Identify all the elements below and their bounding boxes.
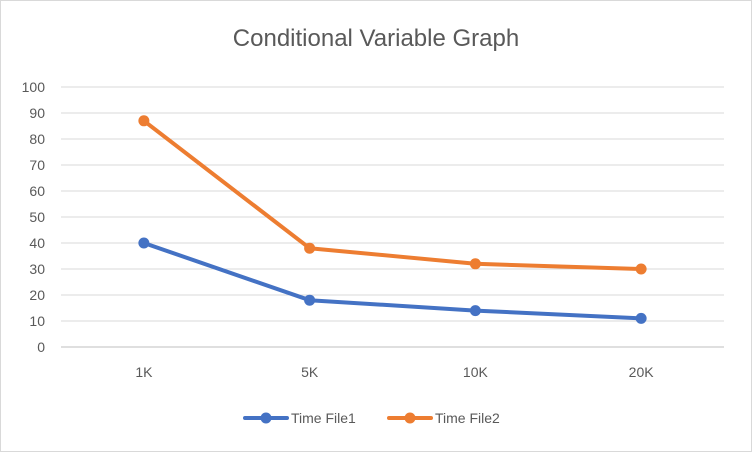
data-point (138, 115, 150, 127)
data-point (469, 305, 481, 317)
x-tick-label: 20K (629, 364, 655, 380)
legend-label: Time File1 (291, 410, 356, 426)
y-tick-label: 40 (29, 235, 45, 251)
y-tick-label: 80 (29, 131, 45, 147)
legend-marker (260, 412, 272, 424)
legend-marker (404, 412, 416, 424)
y-tick-label: 30 (29, 261, 45, 277)
x-tick-label: 5K (301, 364, 319, 380)
y-tick-label: 0 (37, 339, 45, 355)
y-tick-label: 60 (29, 183, 45, 199)
y-tick-label: 70 (29, 157, 45, 173)
legend-label: Time File2 (435, 410, 500, 426)
series-line-2 (141, 118, 644, 271)
data-point (304, 242, 316, 254)
x-tick-label: 10K (463, 364, 489, 380)
data-point (304, 294, 316, 306)
y-tick-label: 20 (29, 287, 45, 303)
chart-title: Conditional Variable Graph (232, 25, 520, 52)
y-tick-label: 100 (22, 79, 46, 95)
data-point (469, 258, 481, 270)
y-tick-label: 50 (29, 209, 45, 225)
series-line-1 (141, 241, 644, 321)
x-tick-label: 1K (135, 364, 153, 380)
y-tick-label: 10 (29, 313, 45, 329)
y-tick-label: 90 (29, 105, 45, 121)
data-point (635, 263, 647, 275)
data-point (635, 312, 647, 324)
data-point (138, 237, 150, 249)
